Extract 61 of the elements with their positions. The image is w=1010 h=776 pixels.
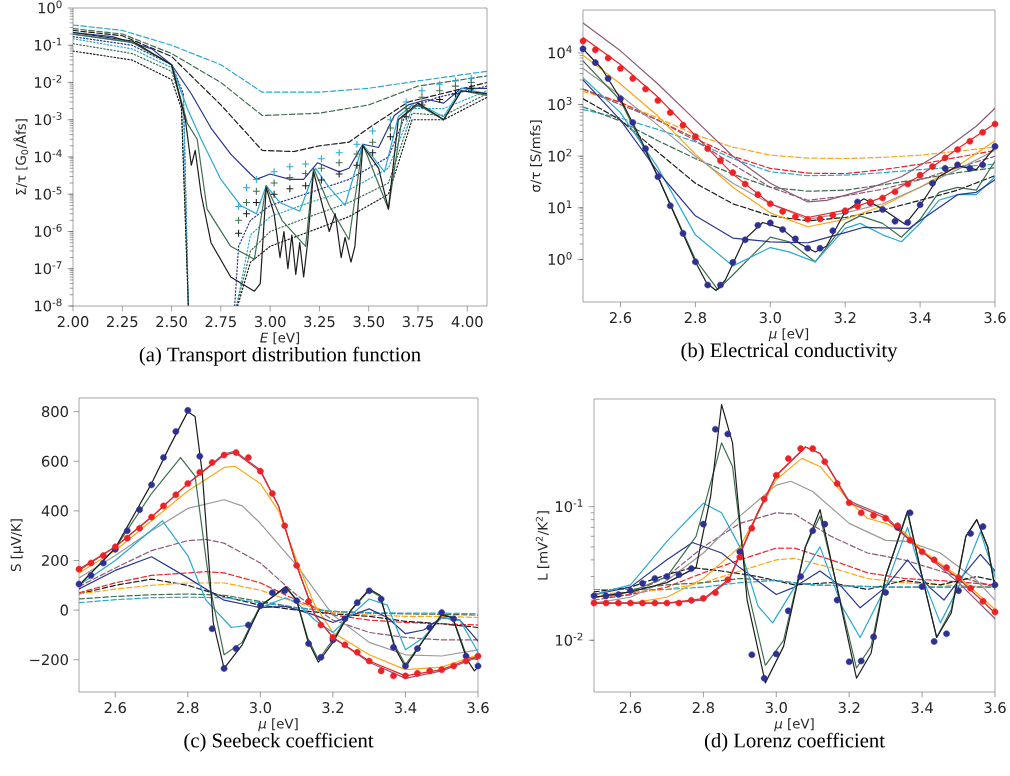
y-axis-title: σ/τ [S/mfs]: [530, 120, 542, 192]
y-axis-title: L [mV$^{2}$/K$^{2}$]: [535, 511, 550, 580]
x-tick-label: 2.8: [692, 702, 715, 714]
y-tick-label: 10$^{-6}$: [35, 223, 62, 238]
x-tick-label: 3.2: [834, 312, 856, 324]
x-tick-label: 3.6: [984, 702, 1006, 714]
x-tick-label: 3.6: [467, 702, 489, 714]
y-tick-label: 10$^{2}$: [548, 148, 572, 162]
y-tick-label: 10$^{-2}$: [35, 74, 62, 89]
x-tick-label: 2.8: [177, 702, 199, 714]
x-tick-label: 2.6: [619, 702, 642, 714]
y-tick-label: −200: [30, 654, 68, 666]
y-tick-label: 10$^{0}$: [38, 0, 62, 14]
y-tick-label: 10$^{-2}$: [556, 632, 583, 646]
x-axis-title: μ [eV]: [258, 718, 298, 732]
x-axis-title: μ [eV]: [774, 718, 814, 732]
y-tick-label: 10$^{-1}$: [35, 37, 62, 51]
text: (b) Electrical conductivity: [681, 342, 898, 362]
x-tick-label: 3.4: [909, 312, 931, 324]
x-tick-label: 2.6: [609, 312, 632, 324]
text: (a) Transport distribution function: [139, 346, 421, 366]
x-tick-label: 3.4: [394, 702, 417, 714]
x-tick-label: 2.00: [57, 316, 89, 328]
x-axis-title: μ [eV]: [768, 328, 809, 342]
text: (d) Lorenz coefficient: [704, 732, 885, 752]
x-tick-label: 2.25: [107, 316, 138, 328]
x-tick-label: 3.4: [911, 702, 933, 714]
x-tick-label: 3.2: [838, 702, 860, 714]
x-tick-label: 4.00: [451, 316, 483, 328]
x-tick-label: 3.50: [353, 316, 385, 328]
y-tick-label: 10$^{-1}$: [556, 499, 583, 513]
x-tick-label: 2.8: [684, 312, 707, 324]
x-tick-label: 3.75: [402, 316, 434, 328]
y-axis-title: Σ/τ [G$_{0}$/Åfs]: [13, 119, 29, 195]
x-tick-label: 3.00: [254, 316, 286, 328]
x-tick-label: 3.0: [765, 702, 787, 714]
text: (c) Seebeck coefficient: [184, 732, 374, 752]
x-axis-title: E [eV]: [260, 332, 300, 345]
y-tick-label: 10$^{0}$: [548, 251, 572, 266]
x-tick-label: 3.6: [984, 312, 1006, 324]
y-axis-title: S [μV/K]: [10, 519, 24, 572]
y-tick-label: 10$^{-8}$: [35, 298, 62, 312]
y-tick-label: 10$^{3}$: [548, 97, 572, 111]
y-tick-label: 10$^{-7}$: [35, 261, 62, 275]
y-tick-label: 200: [42, 554, 68, 567]
x-tick-label: 3.0: [249, 702, 272, 714]
y-tick-label: 10$^{-3}$: [35, 112, 62, 126]
x-tick-label: 3.0: [759, 312, 781, 324]
y-tick-label: 10$^{1}$: [548, 200, 572, 214]
x-tick-label: 2.6: [104, 702, 127, 714]
x-tick-label: 2.50: [156, 316, 187, 328]
y-tick-label: 600: [41, 455, 68, 467]
y-tick-label: 10$^{4}$: [548, 45, 572, 59]
y-tick-label: 800: [41, 406, 68, 418]
y-tick-label: 10$^{-4}$: [35, 149, 62, 163]
y-tick-label: 400: [41, 505, 68, 517]
x-tick-label: 3.2: [322, 702, 344, 714]
y-tick-label: 10$^{-5}$: [35, 186, 62, 200]
y-tick-label: 0: [60, 604, 68, 616]
x-tick-label: 2.75: [205, 316, 236, 328]
x-tick-label: 3.25: [304, 316, 335, 328]
